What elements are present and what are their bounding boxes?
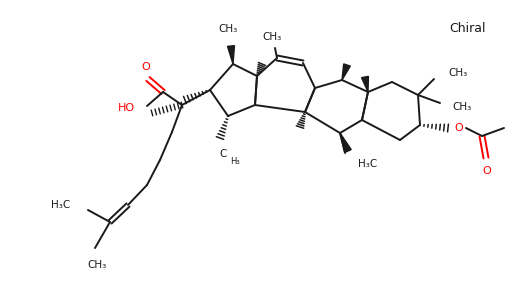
Text: H₃C: H₃C [51, 200, 70, 210]
Text: O: O [454, 123, 463, 133]
Text: H₃: H₃ [230, 157, 240, 166]
Text: O: O [483, 166, 492, 176]
Text: C: C [219, 149, 227, 159]
Text: O: O [142, 62, 151, 72]
Text: CH₃: CH₃ [219, 24, 238, 34]
Polygon shape [227, 46, 234, 64]
Text: CH₃: CH₃ [262, 32, 282, 42]
Text: CH₃: CH₃ [88, 260, 106, 270]
Polygon shape [340, 133, 351, 152]
Text: CH₃: CH₃ [452, 102, 471, 112]
Polygon shape [342, 64, 350, 80]
Polygon shape [361, 76, 369, 92]
Text: H₃C: H₃C [358, 159, 377, 169]
Text: HO: HO [118, 103, 135, 113]
Text: CH₃: CH₃ [448, 68, 467, 78]
Text: Chiral: Chiral [450, 22, 486, 35]
